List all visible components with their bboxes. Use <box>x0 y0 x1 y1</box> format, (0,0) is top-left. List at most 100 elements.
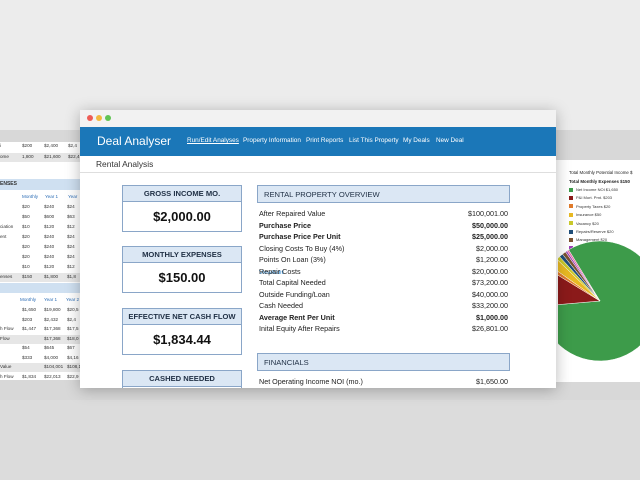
table-cell: h Flow <box>0 373 14 379</box>
row-label: Inital Equity After Repairs <box>259 324 340 333</box>
table-cell: $24 <box>67 244 75 249</box>
table-cell: $333 <box>22 354 33 360</box>
card-value: $1,834.44 <box>153 332 211 347</box>
table-cell: $4,000 <box>44 354 59 360</box>
table-cell: ent <box>0 234 7 239</box>
nav-new-deal[interactable]: New Deal <box>436 137 464 144</box>
legend-swatch <box>569 195 573 200</box>
table-header: Monthly Year 1 Year 2 <box>20 297 80 302</box>
close-window-button[interactable] <box>87 115 93 121</box>
table-cell: $4,16 <box>67 354 79 360</box>
rental-overview-panel: RENTAL PROPERTY OVERVIEW After Repaired … <box>257 185 510 345</box>
table-row: enses $150 $1,800 $1,8 <box>0 273 95 282</box>
table-cell: $10 <box>22 224 30 229</box>
nav-property-information[interactable]: Property Information <box>243 137 301 144</box>
chart-subtitle: Total Monthly Expenses $150 <box>569 179 630 184</box>
table-cell: $17,368 <box>44 326 61 331</box>
maximize-window-button[interactable] <box>105 115 111 121</box>
table-cell: $1,800 <box>44 274 59 279</box>
table-cell: $20 <box>22 234 30 239</box>
app-brand[interactable]: Deal Analyser <box>97 134 172 148</box>
table-cell: $104,001 <box>44 364 64 369</box>
overview-row: Average Rent Per Unit $1,000.00 <box>257 313 510 324</box>
table-row: h Flow $1,447 $17,368 $17,5 <box>0 325 95 334</box>
nav-run-edit-analyses[interactable]: Run/Edit Analyses <box>187 137 239 144</box>
divider <box>80 172 556 173</box>
financials-row: Net Operating Income NOI (mo.) $1,650.00 <box>259 377 508 386</box>
pie-slice <box>558 240 640 362</box>
table-row: $20 $240 $24 <box>0 243 95 252</box>
nav-my-deals[interactable]: My Deals <box>403 137 430 144</box>
table-row: $203 $2,432 $2,4 <box>0 316 95 325</box>
table-row: ent $20 $240 $24 <box>0 233 95 242</box>
top-navbar: Deal Analyser Run/Edit Analyses Property… <box>80 127 556 156</box>
background-bottom <box>0 400 640 480</box>
table-cell: ciation <box>0 224 14 229</box>
legend-item: P&I Mort. Pmt. $203 <box>569 195 612 200</box>
legend-item: Insurance $50 <box>569 212 601 217</box>
table-cell: $24 <box>67 254 75 259</box>
table-row: ome 1,800 $21,600 $22,4 <box>0 153 95 162</box>
table-row: h Flow $1,834 $22,013 $22,9 <box>0 373 95 381</box>
table-cell: $120 <box>44 224 55 229</box>
overview-row: Repair Costs View/Edit $20,000.00 <box>257 267 510 278</box>
row-label: Average Rent Per Unit <box>259 312 335 322</box>
financials-panel: FINANCIALS Net Operating Income NOI (mo.… <box>257 353 510 388</box>
section-header: ENSES <box>0 179 95 190</box>
row-label: Closing Costs To Buy (4%) <box>259 243 345 253</box>
row-label: Purchase Price Per Unit <box>259 232 341 241</box>
table-cell: $645 <box>44 345 55 350</box>
nav-list-this-property[interactable]: List This Property <box>349 137 399 144</box>
table-cell: $63 <box>67 214 75 219</box>
monthly-expenses-card: MONTHLY EXPENSES $150.00 <box>122 246 242 293</box>
chart-title: Total Monthly Potential Income $ <box>569 170 633 175</box>
legend-label: Repairs/Reserve $20 <box>576 229 614 234</box>
legend-label: Insurance $50 <box>576 212 602 218</box>
legend-item: Repairs/Reserve $20 <box>569 229 614 234</box>
legend-label: P&I Mort. Pmt. $203 <box>576 195 613 201</box>
table-cell: $22,9 <box>67 373 79 379</box>
table-cell: $1,834 <box>22 373 37 379</box>
row-value: $2,000.00 <box>476 243 508 253</box>
row-label: Points On Loan (3%) <box>259 255 326 264</box>
row-label: Cash Needed <box>259 301 303 310</box>
overview-row: After Repaired Value $100,001.00 <box>257 209 510 220</box>
table-cell: Flow <box>0 335 10 341</box>
legend-swatch <box>569 204 573 209</box>
legend-swatch <box>569 237 573 242</box>
table-cell: $20 <box>22 254 30 259</box>
table-cell: $150 <box>22 274 33 279</box>
table-cell: $108,1 <box>67 364 82 369</box>
overview-row: Inital Equity After Repairs $26,801.00 <box>257 324 510 335</box>
row-label: Repair Costs <box>259 266 301 276</box>
cash-needed-card: CASHED NEEDED <box>122 370 242 388</box>
view-edit-link[interactable]: View/Edit <box>259 269 284 276</box>
table-header: Monthly Year 1 Year <box>22 194 78 199</box>
panel-title: FINANCIALS <box>257 353 510 371</box>
minimize-window-button[interactable] <box>96 115 102 121</box>
table-cell: $12 <box>67 224 75 229</box>
pie-slice <box>566 249 601 302</box>
row-label: Outside Funding/Loan <box>259 289 330 299</box>
table-row: Value $104,001 $108,1 <box>0 363 95 372</box>
section-header <box>0 283 95 293</box>
table-cell: $2,4 <box>67 316 76 322</box>
nav-print-reports[interactable]: Print Reports <box>306 137 344 144</box>
row-value: $33,200.00 <box>472 301 508 310</box>
table-cell: $20 <box>22 204 30 209</box>
row-label: After Repaired Value <box>259 209 326 218</box>
legend-item: Net Income NOI $1,650 <box>569 187 618 192</box>
table-cell: $22,013 <box>44 373 61 379</box>
legend-label: Net Income NOI $1,650 <box>576 187 619 192</box>
legend-item: Management $20 <box>569 237 607 242</box>
table-cell: $67 <box>67 345 75 350</box>
table-row: $54 $645 $67 <box>0 344 95 353</box>
table-cell: $240 <box>44 234 55 239</box>
page-title: Rental Analysis <box>96 159 154 169</box>
expense-pie-chart <box>558 240 640 362</box>
legend-label: Property Taxes $20 <box>576 203 611 209</box>
table-row: $20 $240 $24 <box>0 253 95 262</box>
row-value: $40,000.00 <box>472 289 508 299</box>
table-cell: $54 <box>22 345 30 350</box>
table-cell: $203 <box>22 316 33 322</box>
